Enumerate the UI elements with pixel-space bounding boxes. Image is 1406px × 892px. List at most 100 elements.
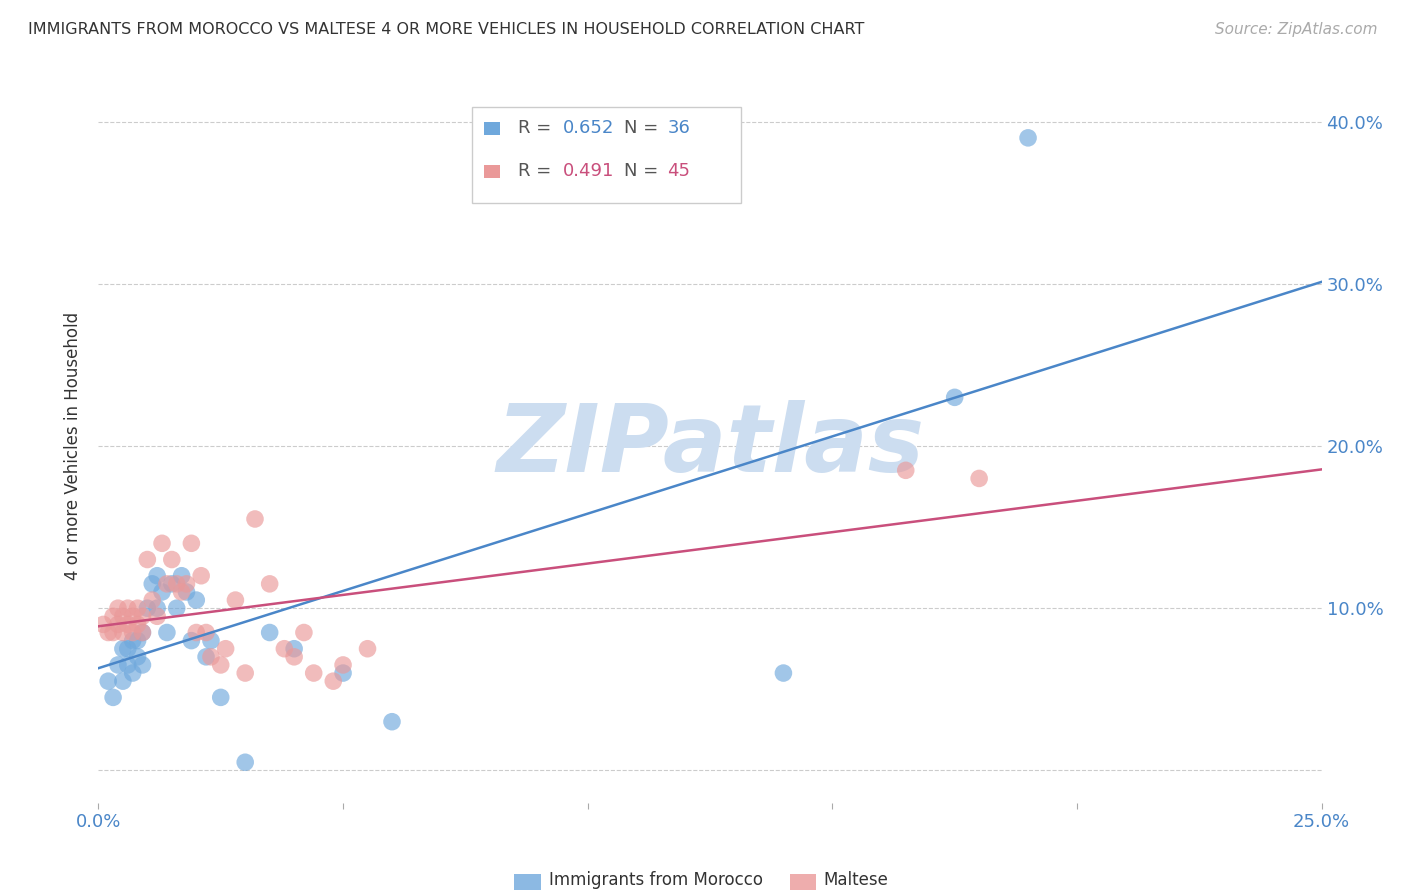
Point [131, 609, 153, 624]
Point [107, 617, 129, 632]
Point [356, 641, 378, 656]
Point [136, 601, 159, 615]
Point [273, 641, 295, 656]
Point [894, 463, 917, 477]
Point [772, 666, 794, 681]
Point [127, 633, 149, 648]
Point [166, 577, 188, 591]
Text: R =: R = [517, 120, 557, 137]
Point [91, 617, 114, 632]
Text: N =: N = [624, 162, 665, 180]
Point [186, 593, 208, 607]
Point [332, 657, 354, 672]
Text: N =: N = [624, 120, 665, 137]
Text: Immigrants from Morocco: Immigrants from Morocco [548, 871, 762, 888]
Point [146, 568, 169, 582]
FancyBboxPatch shape [484, 122, 501, 135]
Point [170, 585, 193, 599]
Point [166, 601, 188, 615]
Point [156, 625, 179, 640]
Point [97, 625, 120, 640]
Point [136, 552, 159, 566]
Point [170, 568, 193, 582]
Text: R =: R = [517, 162, 557, 180]
Text: 0.491: 0.491 [564, 162, 614, 180]
Point [121, 633, 143, 648]
Point [121, 666, 143, 681]
Point [111, 609, 134, 624]
Text: 0.652: 0.652 [564, 120, 614, 137]
Point [302, 666, 325, 681]
FancyBboxPatch shape [515, 874, 541, 890]
Point [233, 756, 256, 770]
Point [209, 657, 232, 672]
Point [332, 666, 354, 681]
Point [111, 625, 134, 640]
Point [101, 625, 124, 640]
Point [97, 674, 120, 689]
Point [117, 641, 139, 656]
Point [141, 577, 163, 591]
Point [259, 625, 281, 640]
Point [127, 649, 149, 664]
Y-axis label: 4 or more Vehicles in Household: 4 or more Vehicles in Household [65, 312, 83, 580]
Point [111, 674, 134, 689]
Point [117, 601, 139, 615]
FancyBboxPatch shape [484, 165, 501, 178]
Text: Maltese: Maltese [824, 871, 889, 888]
Point [200, 633, 222, 648]
Point [233, 666, 256, 681]
Text: Source: ZipAtlas.com: Source: ZipAtlas.com [1215, 22, 1378, 37]
Point [381, 714, 404, 729]
Point [117, 657, 139, 672]
Point [283, 649, 305, 664]
Point [186, 625, 208, 640]
Point [121, 609, 143, 624]
Point [121, 625, 143, 640]
Point [292, 625, 315, 640]
Point [195, 625, 218, 640]
Point [243, 512, 266, 526]
Point [146, 609, 169, 624]
Point [180, 536, 202, 550]
Point [117, 617, 139, 632]
Point [131, 625, 153, 640]
Point [141, 593, 163, 607]
Point [209, 690, 232, 705]
Point [322, 674, 344, 689]
Point [1017, 131, 1039, 145]
Text: ZIPatlas: ZIPatlas [496, 400, 924, 492]
Point [127, 601, 149, 615]
Point [160, 577, 183, 591]
Point [180, 633, 202, 648]
Point [195, 649, 218, 664]
Point [176, 577, 198, 591]
Point [101, 690, 124, 705]
Point [259, 577, 281, 591]
FancyBboxPatch shape [471, 107, 741, 203]
Point [107, 657, 129, 672]
Point [214, 641, 236, 656]
Point [131, 625, 153, 640]
Point [131, 657, 153, 672]
Point [146, 601, 169, 615]
FancyBboxPatch shape [790, 874, 817, 890]
Point [943, 390, 966, 404]
Point [967, 471, 990, 485]
Text: 45: 45 [668, 162, 690, 180]
Point [150, 585, 173, 599]
Point [127, 617, 149, 632]
Text: IMMIGRANTS FROM MOROCCO VS MALTESE 4 OR MORE VEHICLES IN HOUSEHOLD CORRELATION C: IMMIGRANTS FROM MOROCCO VS MALTESE 4 OR … [28, 22, 865, 37]
Point [283, 641, 305, 656]
Text: 36: 36 [668, 120, 690, 137]
Point [156, 577, 179, 591]
Point [150, 536, 173, 550]
Point [107, 601, 129, 615]
Point [200, 649, 222, 664]
Point [160, 552, 183, 566]
Point [176, 585, 198, 599]
Point [111, 641, 134, 656]
Point [224, 593, 246, 607]
Point [101, 609, 124, 624]
Point [190, 568, 212, 582]
